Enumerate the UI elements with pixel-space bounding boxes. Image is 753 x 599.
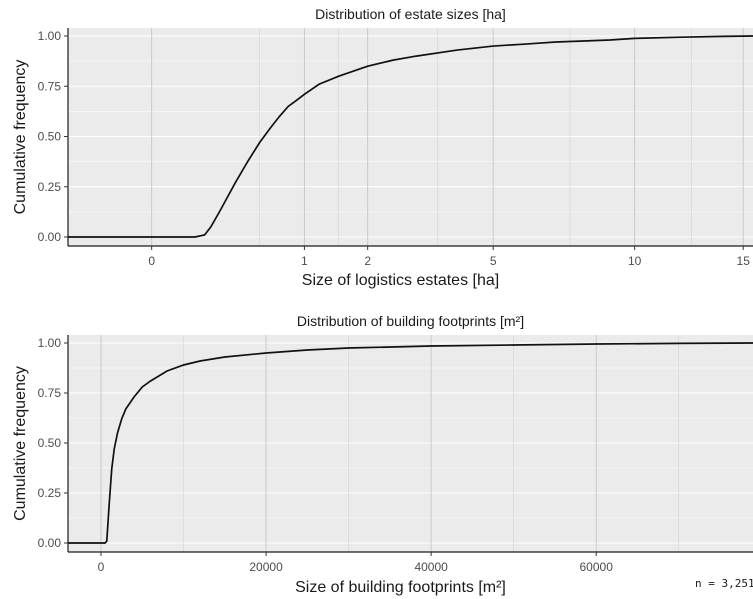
y-tick-label: 0.00 — [38, 536, 62, 550]
y-tick-label: 1.00 — [38, 29, 62, 43]
y-axis-title: Cumulative frequency — [12, 60, 29, 215]
chart-title: Distribution of building footprints [m²] — [297, 313, 524, 329]
ecdf-line — [68, 342, 753, 544]
x-tick-label: 1 — [301, 254, 308, 268]
y-tick-label: 0.50 — [38, 130, 62, 144]
y-tick-label: 0.75 — [38, 386, 62, 400]
x-tick-label: 60000 — [580, 560, 614, 574]
sample-size-note: n = 3,251 — [695, 577, 753, 590]
ecdf-line — [68, 35, 753, 238]
x-tick-label: 2 — [364, 254, 371, 268]
estate-sizes-panel: Distribution of estate sizes [ha] 0.00 0.2… — [12, 6, 753, 289]
y-tick-label: 1.00 — [38, 336, 62, 350]
y-tick-label: 0.25 — [38, 486, 62, 500]
chart-title: Distribution of estate sizes [ha] — [315, 6, 506, 22]
building-footprints-panel: Distribution of building footprints [m²]… — [12, 313, 753, 596]
x-tick-label: 40000 — [414, 560, 448, 574]
y-tick-label: 0.00 — [38, 230, 62, 244]
y-tick-label: 0.75 — [38, 79, 62, 93]
y-axis-title: Cumulative frequency — [12, 366, 29, 521]
y-tick-label: 0.25 — [38, 180, 62, 194]
x-tick-label: 10 — [628, 254, 642, 268]
x-tick-label: 20000 — [249, 560, 283, 574]
y-tick-label: 0.50 — [38, 436, 62, 450]
x-tick-label: 0 — [98, 560, 105, 574]
x-axis-title: Size of logistics estates [ha] — [302, 272, 499, 289]
x-axis-title: Size of building footprints [m²] — [295, 579, 506, 596]
x-tick-label: 15 — [737, 254, 751, 268]
x-tick-label: 0 — [148, 254, 155, 268]
x-tick-label: 5 — [490, 254, 497, 268]
